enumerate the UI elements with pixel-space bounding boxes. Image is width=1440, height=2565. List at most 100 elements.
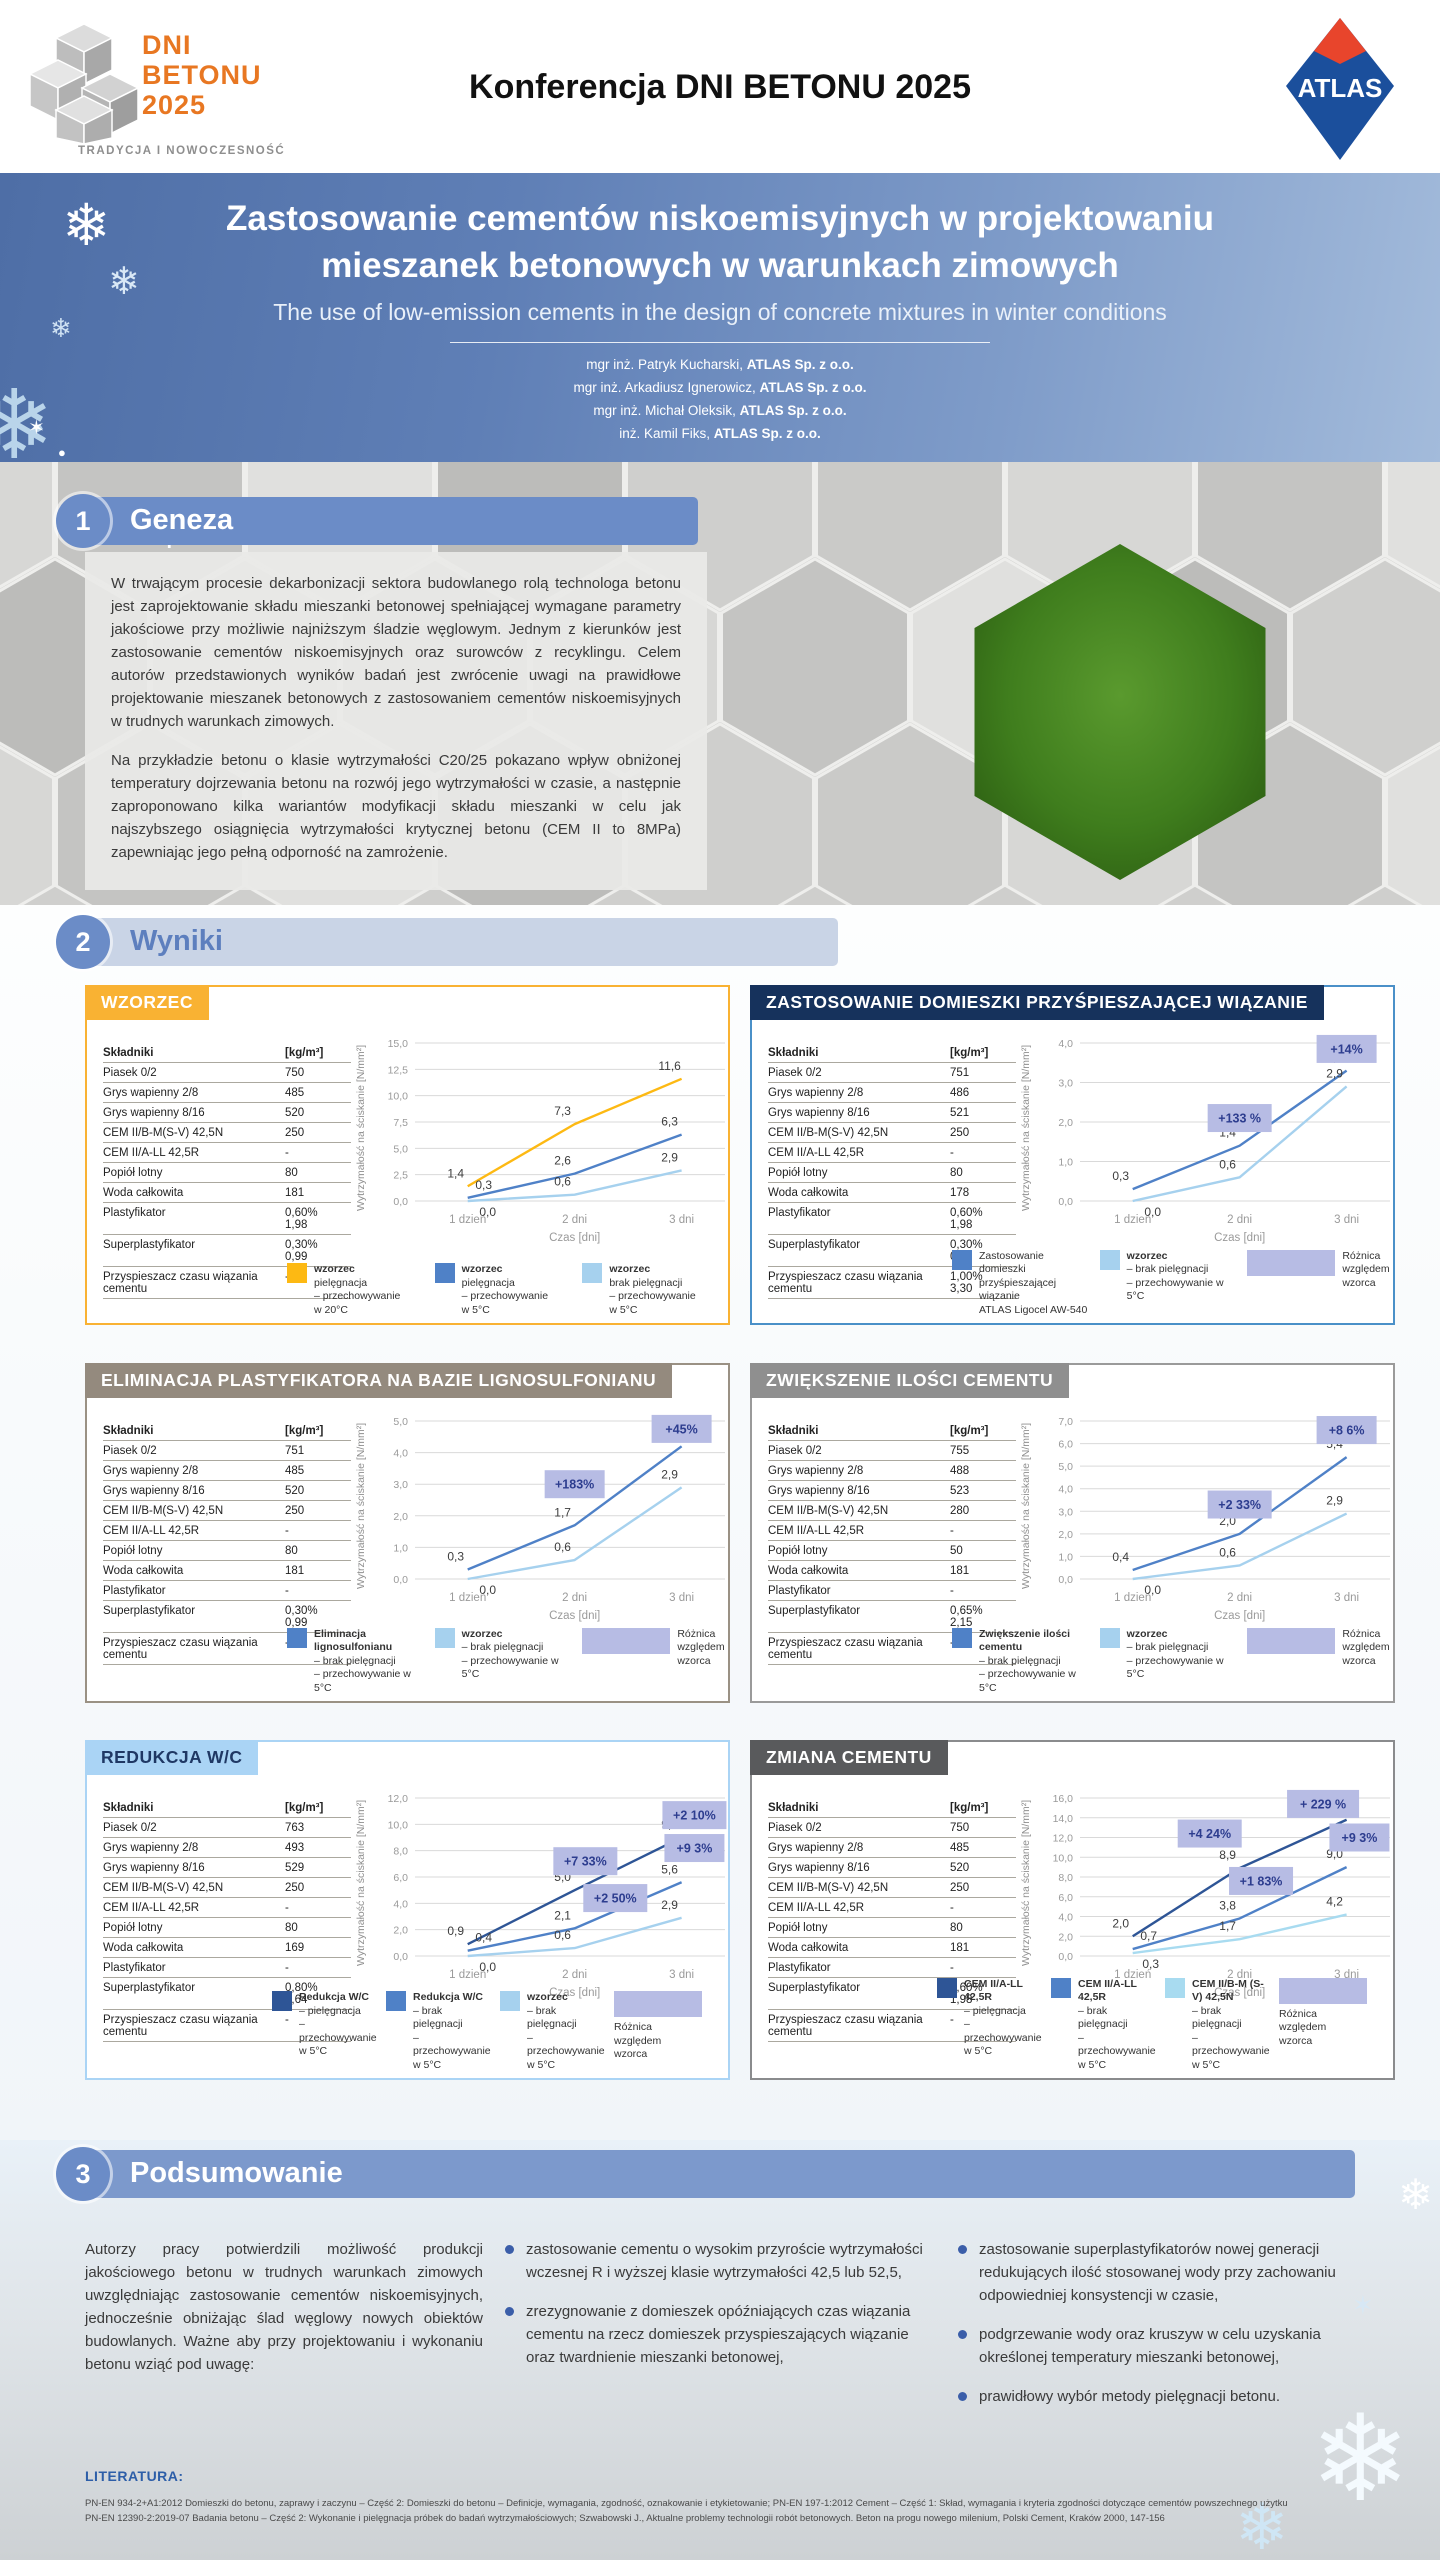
legend-line: – przechowywanie w 5°C [314,1668,425,1695]
ingredient-label: Woda całkowita [768,1565,950,1577]
difference-badge-label: +1 83% [1240,1874,1283,1888]
table-header-unit: [kg/m³] [285,1802,351,1814]
table-header-skladniki: Składniki [103,1047,285,1059]
section1-banner: Geneza [78,497,698,545]
data-point-label: 8,9 [1219,1848,1236,1862]
ingredient-value: 80 [950,1922,1016,1934]
author-name: mgr inż. Arkadiusz Ignerowicz, [573,380,759,395]
y-tick-label: 4,0 [1058,1484,1073,1496]
ingredient-value: 250 [285,1127,351,1139]
y-tick-label: 2,0 [1058,1529,1073,1541]
y-tick-label: 4,0 [393,1448,408,1460]
legend-line: – brak pielęgnacji [1078,2005,1157,2032]
y-tick-label: 10,0 [388,1819,409,1831]
y-tick-label: 2,0 [393,1925,408,1937]
author-line: mgr inż. Michał Oleksik, ATLAS Sp. z o.o… [0,399,1440,422]
legend-color-swatch [435,1263,455,1283]
legend-color-swatch [272,1991,292,2011]
legend-line: względem [1342,1641,1389,1655]
legend-color-swatch [435,1628,455,1648]
legend-entry: wzorzec– brak pielęgnacji– przechowywani… [500,1991,606,2072]
legend-line: wzorzec [462,1263,548,1277]
difference-badge-label: +9 3% [1342,1831,1378,1845]
x-tick-label: 2 dni [1227,1592,1252,1604]
data-point-label: 2,1 [554,1908,571,1922]
data-point-label: 2,0 [1112,1916,1129,1930]
section2-title: Wyniki [130,925,223,958]
bullet-dot-icon [958,2245,967,2254]
ingredient-value: 250 [285,1505,351,1517]
ingredient-value: 0,30% 0,99 [285,1239,351,1263]
legend-line: ATLAS Ligocel AW-540 [979,1304,1090,1318]
ingredient-label: Przyspieszacz czasu wiązania cementu [103,1637,285,1661]
data-point-label: 0,6 [1219,1545,1236,1559]
y-tick-label: 0,0 [1058,1951,1073,1963]
legend-line: wzorzec [1127,1250,1238,1264]
table-header-unit: [kg/m³] [950,1047,1016,1059]
y-tick-label: 5,0 [1058,1461,1073,1473]
y-tick-label: 1,0 [1058,1157,1073,1169]
y-tick-label: 3,0 [393,1479,408,1491]
y-tick-label: 6,0 [1058,1892,1073,1904]
data-line [1133,1915,1347,1954]
section3-banner: Podsumowanie [78,2150,1355,2198]
legend-line: wzorca [614,2048,720,2062]
ingredient-label: Woda całkowita [103,1187,285,1199]
ingredient-label: Plastyfikator [103,1585,285,1597]
ingredient-label: Grys wapienny 8/16 [103,1107,285,1119]
ingredient-value: 181 [950,1565,1016,1577]
table-header-unit: [kg/m³] [950,1802,1016,1814]
difference-badge-label: +8 6% [1329,1424,1365,1438]
ingredient-label: Grys wapienny 8/16 [768,1107,950,1119]
ingredient-label: Piasek 0/2 [103,1067,285,1079]
legend-text: Redukcja W/C– pielęgnacja– przechowywani… [299,1991,378,2072]
table-header-skladniki: Składniki [103,1802,285,1814]
data-point-label: 0,9 [447,1924,464,1938]
table-row: CEM II/A-LL 42,5R- [103,1521,351,1541]
summary-bullet: zastosowanie cementu o wysokim przyrości… [505,2238,933,2284]
legend-line: brak pielęgnacji [609,1277,695,1291]
table-row: Plastyfikator- [103,1958,351,1978]
bullet-text: prawidłowy wybór metody pielęgnacji beto… [979,2385,1280,2408]
legend-line: Różnica [1342,1250,1389,1264]
geneza-paragraph-2: Na przykładzie betonu o klasie wytrzymał… [111,749,681,864]
legend-line: wzorzec [527,1991,606,2005]
legend-color-swatch [500,1991,520,2011]
legend-line: – brak pielęgnacji [979,1655,1090,1669]
ingredient-value: 181 [285,1565,351,1577]
legend-diff-swatch [614,1991,702,2017]
legend-color-swatch [952,1628,972,1648]
legend-color-swatch [582,1263,602,1283]
data-line [468,1918,682,1956]
ingredient-label: Grys wapienny 2/8 [768,1842,950,1854]
ingredient-value: - [950,1585,1016,1597]
literature-line: PN-EN 12390-2:2019-07 Badania betonu – C… [85,2511,1355,2526]
legend-text: CEM II/A-LL 42,5R– pielęgnacja– przechow… [964,1978,1043,2073]
legend-entry: wzorzec– brak pielęgnacji– przechowywani… [435,1628,573,1696]
literature-lines: PN-EN 934-2+A1:2012 Domieszki do betonu,… [85,2496,1355,2526]
ingredient-value: 80 [285,1167,351,1179]
y-tick-label: 7,0 [1058,1416,1073,1428]
legend-line: Redukcja W/C [299,1991,378,2005]
x-tick-label: 2 dni [562,1592,587,1604]
legend-text: CEM II/B-M (S-V) 42,5N– brak pielęgnacji… [1192,1978,1271,2073]
literature-heading: LITERATURA: [85,2468,184,2484]
y-tick-label: 10,0 [388,1091,409,1103]
data-line [468,1079,682,1186]
author-org: ATLAS Sp. z o.o. [747,357,854,372]
x-tick-label: 2 dni [1227,1214,1252,1226]
ingredient-label: Piasek 0/2 [103,1445,285,1457]
